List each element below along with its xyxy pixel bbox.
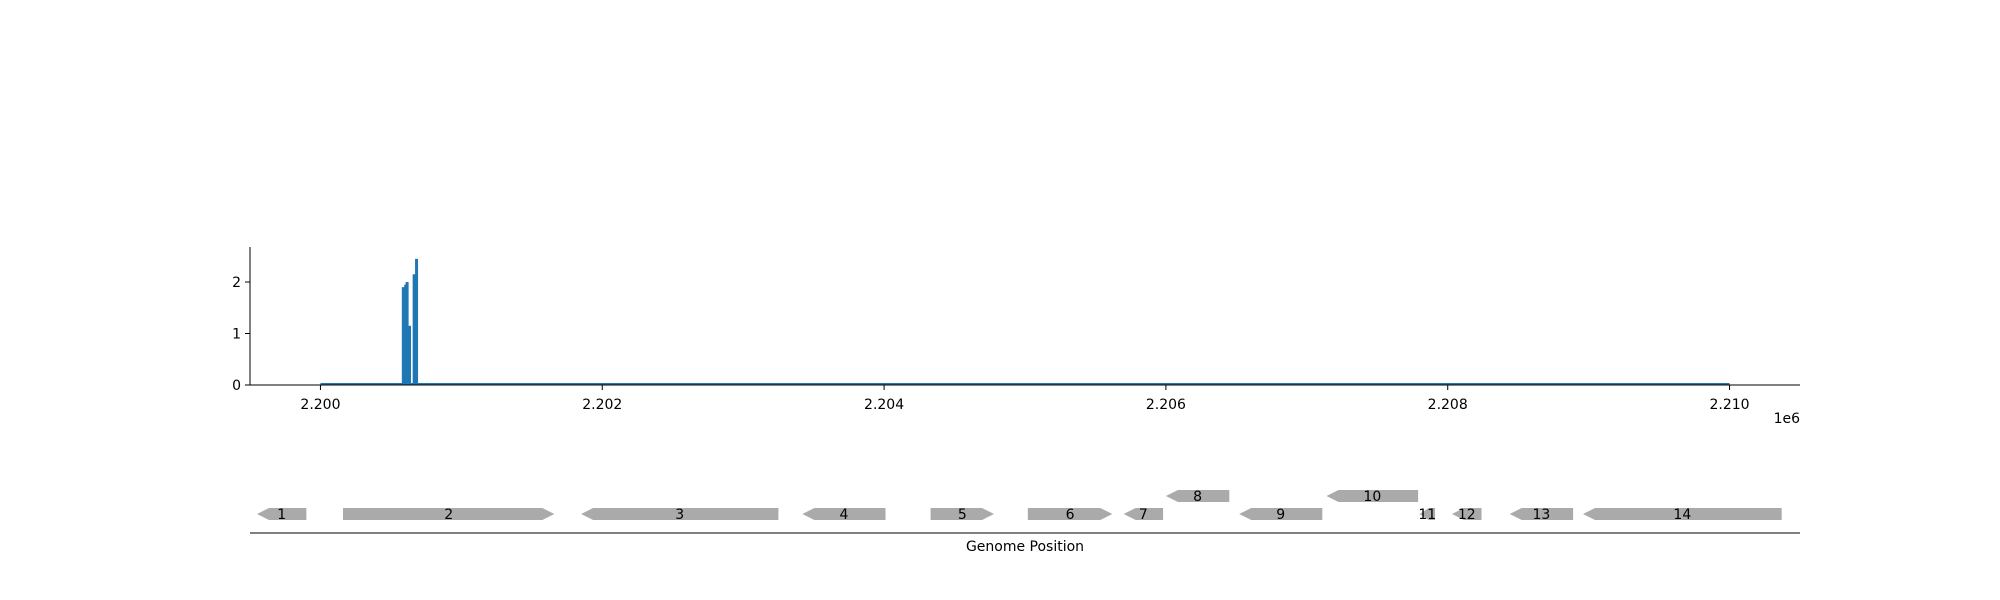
bars-layer [401, 258, 419, 385]
x-tick-label: 2.202 [582, 397, 622, 413]
coverage-bar [415, 258, 419, 385]
gene-label: 8 [1193, 489, 1202, 505]
y-tick-label: 2 [232, 275, 241, 291]
x-axis-title: Genome Position [966, 539, 1084, 555]
gene-arrow [1123, 508, 1164, 520]
gene-label: 12 [1458, 507, 1476, 523]
x-tick-label: 2.210 [1709, 397, 1749, 413]
y-tick-label: 1 [232, 327, 241, 343]
coverage-bar [405, 282, 409, 385]
gene-arrow [257, 508, 307, 520]
gene-arrow [1451, 508, 1482, 520]
coverage-panel: 0 1 2 2.200 2.202 2.204 2.206 2.208 2.210 1e6 [232, 247, 1800, 427]
x-tick-label: 2.204 [864, 397, 904, 413]
gene-arrow [1165, 490, 1230, 502]
gene-arrow [930, 508, 994, 520]
gene-arrow [802, 508, 886, 520]
gene-label: 7 [1139, 507, 1148, 523]
gene-label: 1 [277, 507, 286, 523]
x-tick-label: 2.200 [300, 397, 340, 413]
x-offset-label: 1e6 [1774, 411, 1801, 427]
gene-label: 10 [1363, 489, 1381, 505]
gene-label: 13 [1533, 507, 1551, 523]
gene-arrow [343, 508, 555, 520]
gene-arrow [1419, 508, 1436, 520]
coverage-bar [412, 274, 416, 385]
y-tick-label: 0 [232, 378, 241, 394]
gene-arrow [1583, 508, 1782, 520]
x-tick-label: 2.206 [1146, 397, 1186, 413]
gene-label: 2 [444, 507, 453, 523]
gene-label: 5 [958, 507, 967, 523]
gene-label: 3 [675, 507, 684, 523]
y-ticks: 0 1 2 [232, 275, 250, 394]
gene-label: 4 [839, 507, 848, 523]
gene-arrow [1509, 508, 1574, 520]
gene-arrow [1239, 508, 1323, 520]
gene-arrow [1326, 490, 1419, 502]
x-tick-label: 2.208 [1428, 397, 1468, 413]
gene-label: 9 [1276, 507, 1285, 523]
x-ticks: 2.200 2.202 2.204 2.206 2.208 2.210 [300, 385, 1750, 413]
gene-arrow [1027, 508, 1113, 520]
coverage-bar [408, 325, 412, 385]
gene-arrow [581, 508, 779, 520]
gene-label: 11 [1418, 507, 1436, 523]
gene-label: 6 [1066, 507, 1075, 523]
gene-label: 14 [1673, 507, 1691, 523]
coverage-bar [401, 287, 405, 385]
